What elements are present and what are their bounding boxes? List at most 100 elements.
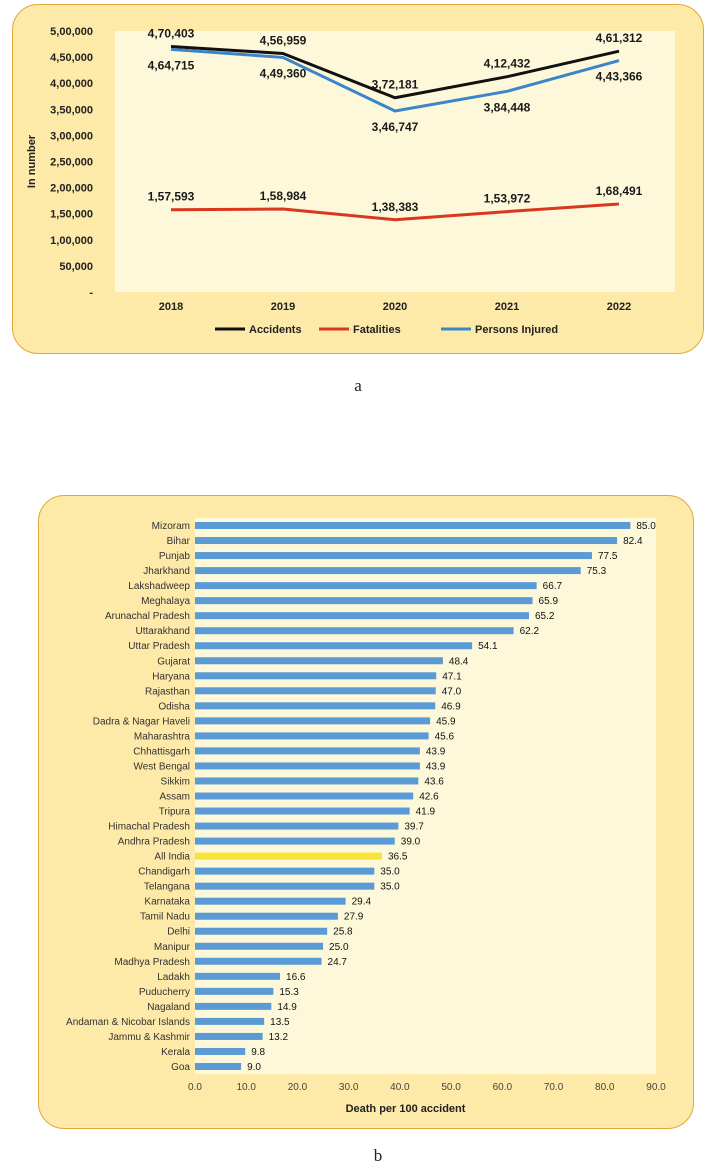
x-tick-label: 70.0 — [544, 1082, 564, 1093]
value-label: 75.3 — [587, 566, 607, 577]
category-label: Andaman & Nicobar Islands — [66, 1017, 190, 1028]
bar-telangana — [195, 882, 375, 890]
x-tick-label: 2020 — [383, 301, 407, 313]
category-label: Puducherry — [139, 987, 190, 998]
bar-mizoram — [195, 522, 631, 530]
value-label: 16.6 — [286, 972, 306, 983]
y-tick-label: 3,00,000 — [50, 130, 93, 142]
bar-delhi — [195, 927, 328, 935]
value-label: 13.2 — [269, 1032, 289, 1043]
value-label: 62.2 — [520, 626, 540, 637]
data-label: 4,49,360 — [260, 66, 307, 80]
y-tick-label: 2,50,000 — [50, 157, 93, 169]
category-label: Manipur — [154, 942, 191, 953]
category-label: Karnataka — [144, 897, 190, 908]
data-label: 1,57,593 — [148, 190, 195, 204]
category-label: Nagaland — [147, 1002, 190, 1013]
bar-bihar — [195, 537, 618, 545]
value-label: 65.2 — [535, 611, 555, 622]
bar-punjab — [195, 552, 592, 560]
x-tick-label: 10.0 — [236, 1082, 256, 1093]
bar-nagaland — [195, 1002, 272, 1010]
y-tick-label: 1,50,000 — [50, 209, 93, 221]
series-line-persons-injured — [170, 47, 620, 113]
value-label: 14.9 — [277, 1002, 297, 1013]
bar-himachal-pradesh — [195, 822, 399, 830]
value-label: 39.7 — [404, 822, 424, 833]
x-tick-label: 2018 — [159, 301, 183, 313]
category-label: Rajasthan — [145, 686, 190, 697]
data-label: 1,68,491 — [596, 184, 643, 198]
bar-dadra-nagar-haveli — [195, 717, 431, 725]
bar-jharkhand — [195, 567, 581, 575]
category-label: Sikkim — [161, 776, 190, 787]
y-tick-label: 3,50,000 — [50, 104, 93, 116]
x-tick-label: 30.0 — [339, 1082, 359, 1093]
bar-all-india — [195, 852, 382, 860]
category-label: Mizoram — [152, 521, 190, 532]
value-label: 25.0 — [329, 942, 349, 953]
category-label: Chandigarh — [138, 867, 190, 878]
category-label: Meghalaya — [141, 596, 190, 607]
x-tick-label: 2021 — [495, 301, 519, 313]
value-label: 46.9 — [441, 701, 461, 712]
x-tick-label: 90.0 — [646, 1082, 666, 1093]
value-label: 85.0 — [636, 521, 656, 532]
bar-west-bengal — [195, 762, 420, 770]
category-label: Kerala — [161, 1047, 190, 1058]
bar-andhra-pradesh — [195, 837, 395, 845]
x-tick-label: 40.0 — [390, 1082, 410, 1093]
data-label: 1,53,972 — [484, 192, 531, 206]
bar-karnataka — [195, 897, 346, 905]
value-label: 27.9 — [344, 912, 364, 923]
value-label: 43.9 — [426, 746, 446, 757]
category-label: Jharkhand — [143, 566, 190, 577]
value-label: 35.0 — [380, 867, 400, 878]
category-label: Delhi — [167, 927, 190, 938]
category-label: Haryana — [152, 671, 190, 682]
category-label: Jammu & Kashmir — [108, 1032, 190, 1043]
data-label: 4,43,366 — [596, 70, 643, 84]
value-label: 43.9 — [426, 761, 446, 772]
data-label: 1,38,383 — [372, 200, 419, 214]
value-label: 45.9 — [436, 716, 456, 727]
series-line-fatalities — [170, 202, 620, 222]
x-tick-label: 2022 — [607, 301, 631, 313]
value-label: 82.4 — [623, 536, 643, 547]
value-label: 45.6 — [435, 731, 455, 742]
category-label: Dadra & Nagar Haveli — [93, 716, 190, 727]
category-label: West Bengal — [133, 761, 190, 772]
value-label: 15.3 — [279, 987, 299, 998]
y-tick-label: 1,00,000 — [50, 235, 93, 247]
y-tick-label: 4,50,000 — [50, 52, 93, 64]
category-label: Chhattisgarh — [133, 746, 190, 757]
death-rate-bar-chart: Mizoram 85.0 Bihar 82.4 Punjab 77.5 Jharkhand 7… — [66, 518, 666, 1115]
x-tick-label: 60.0 — [493, 1082, 513, 1093]
category-label: Lakshadweep — [128, 581, 190, 592]
x-axis-label: Death per 100 accident — [346, 1103, 466, 1115]
bar-arunachal-pradesh — [195, 612, 529, 620]
bar-chart-panel: Mizoram 85.0 Bihar 82.4 Punjab 77.5 Jharkhand 7… — [38, 495, 694, 1129]
plot-area — [115, 31, 675, 292]
y-tick-label: 5,00,000 — [50, 26, 93, 38]
bar-manipur — [195, 942, 324, 950]
x-tick-label: 0.0 — [188, 1082, 202, 1093]
value-label: 9.0 — [247, 1062, 261, 1073]
bar-chhattisgarh — [195, 747, 420, 755]
category-label: Gujarat — [157, 656, 190, 667]
y-tick-label: 4,00,000 — [50, 78, 93, 90]
category-label: Assam — [159, 792, 190, 803]
category-label: Uttarakhand — [136, 626, 190, 637]
bar-sikkim — [195, 777, 419, 785]
bar-puducherry — [195, 987, 274, 995]
y-tick-label: 50,000 — [59, 261, 93, 273]
category-label: Himachal Pradesh — [108, 822, 190, 833]
data-label: 4,61,312 — [596, 31, 643, 45]
bar-odisha — [195, 702, 436, 710]
value-label: 39.0 — [401, 837, 421, 848]
bar-andaman-nicobar-islands — [195, 1017, 265, 1025]
category-label: Odisha — [158, 701, 190, 712]
caption-b: b — [373, 1146, 383, 1165]
bar-tamil-nadu — [195, 912, 338, 920]
bar-haryana — [195, 672, 437, 680]
